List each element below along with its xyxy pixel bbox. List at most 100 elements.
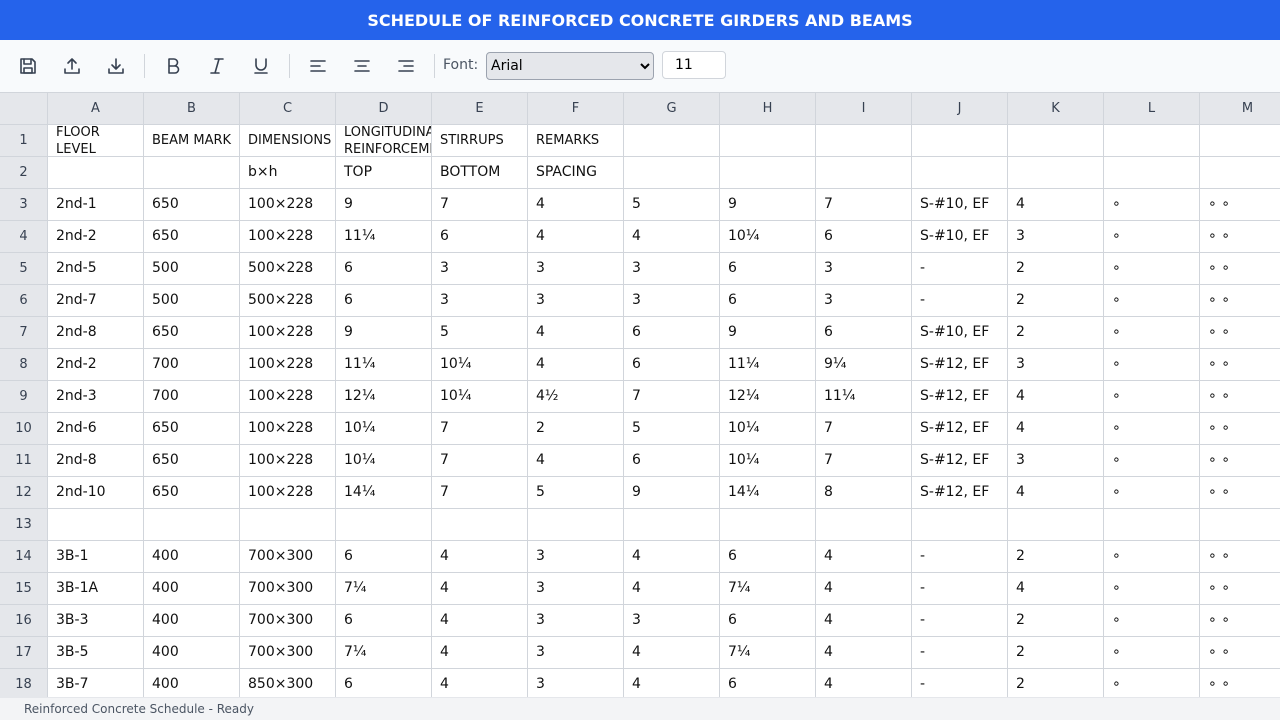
cell[interactable] [624, 157, 720, 189]
cell[interactable] [816, 509, 912, 541]
align-right-button[interactable] [394, 54, 418, 78]
cell[interactable]: 4 [1008, 573, 1104, 605]
cell[interactable]: ∘ ∘ [1200, 349, 1280, 381]
cell[interactable]: 5 [528, 477, 624, 509]
upload-button[interactable] [60, 54, 84, 78]
cell[interactable]: - [912, 637, 1008, 669]
cell[interactable]: 3 [528, 541, 624, 573]
cell[interactable]: 3 [1008, 445, 1104, 477]
cell[interactable]: 4 [528, 189, 624, 221]
cell[interactable]: 2nd-8 [48, 445, 144, 477]
cell[interactable]: 100×228 [240, 221, 336, 253]
cell[interactable]: 5 [624, 413, 720, 445]
cell[interactable]: ∘ ∘ [1200, 413, 1280, 445]
cell[interactable]: 6 [816, 317, 912, 349]
cell[interactable]: 650 [144, 221, 240, 253]
cell[interactable]: 11¼ [336, 221, 432, 253]
cell[interactable]: 3 [528, 285, 624, 317]
cell[interactable]: 2 [528, 413, 624, 445]
cell[interactable]: - [912, 605, 1008, 637]
cell[interactable]: 2nd-8 [48, 317, 144, 349]
cell[interactable]: 100×228 [240, 189, 336, 221]
cell[interactable]: 500×228 [240, 285, 336, 317]
cell[interactable]: 2nd-2 [48, 221, 144, 253]
cell[interactable]: ∘ ∘ [1200, 477, 1280, 509]
cell[interactable]: 2 [1008, 669, 1104, 697]
cell[interactable]: 9 [720, 317, 816, 349]
cell[interactable]: 6 [624, 349, 720, 381]
cell[interactable]: ∘ [1104, 541, 1200, 573]
cell[interactable]: 4 [624, 221, 720, 253]
cell[interactable]: 2 [1008, 317, 1104, 349]
cell[interactable]: 3 [624, 285, 720, 317]
cell[interactable]: STIRRUPS [432, 125, 528, 157]
cell[interactable] [912, 509, 1008, 541]
cell[interactable]: 700×300 [240, 637, 336, 669]
save-button[interactable] [16, 54, 40, 78]
cell[interactable]: 11¼ [720, 349, 816, 381]
cell[interactable]: 4 [528, 445, 624, 477]
cell[interactable]: - [912, 573, 1008, 605]
cell[interactable]: 400 [144, 573, 240, 605]
cell[interactable]: S-#10, EF [912, 221, 1008, 253]
cell[interactable]: 500 [144, 253, 240, 285]
cell[interactable] [816, 125, 912, 157]
cell[interactable]: 5 [624, 189, 720, 221]
cell[interactable]: 2nd-5 [48, 253, 144, 285]
cell[interactable]: 4 [624, 637, 720, 669]
cell[interactable]: 2 [1008, 605, 1104, 637]
cell[interactable] [1008, 509, 1104, 541]
cell[interactable]: 3 [816, 253, 912, 285]
cell[interactable] [912, 157, 1008, 189]
cell[interactable] [240, 509, 336, 541]
cell[interactable]: REMARKS [528, 125, 624, 157]
cell[interactable] [528, 509, 624, 541]
cell[interactable]: ∘ [1104, 445, 1200, 477]
cell[interactable]: 4 [432, 605, 528, 637]
cell[interactable]: 500 [144, 285, 240, 317]
cell[interactable]: BEAM MARK [144, 125, 240, 157]
cell[interactable]: 7¼ [720, 573, 816, 605]
cell[interactable] [1200, 509, 1280, 541]
cell[interactable]: 2nd-1 [48, 189, 144, 221]
cell[interactable]: ∘ ∘ [1200, 541, 1280, 573]
cell[interactable]: ∘ ∘ [1200, 381, 1280, 413]
cell[interactable]: S-#12, EF [912, 477, 1008, 509]
cell[interactable]: 6 [720, 253, 816, 285]
cell[interactable]: 400 [144, 637, 240, 669]
cell[interactable]: 3 [624, 253, 720, 285]
cell[interactable]: 700×300 [240, 573, 336, 605]
cell[interactable]: 700×300 [240, 541, 336, 573]
cell[interactable]: ∘ ∘ [1200, 669, 1280, 697]
cell[interactable]: 5 [432, 317, 528, 349]
cell[interactable]: 12¼ [720, 381, 816, 413]
align-left-button[interactable] [306, 54, 330, 78]
cell[interactable]: ∘ [1104, 317, 1200, 349]
cell[interactable]: ∘ [1104, 381, 1200, 413]
cell[interactable]: S-#10, EF [912, 189, 1008, 221]
cell[interactable] [1200, 157, 1280, 189]
font-size-input[interactable] [662, 51, 726, 79]
cell[interactable]: 100×228 [240, 381, 336, 413]
cell[interactable]: 500×228 [240, 253, 336, 285]
cell[interactable]: S-#12, EF [912, 381, 1008, 413]
cell[interactable]: 6 [624, 317, 720, 349]
cell[interactable]: 10¼ [336, 413, 432, 445]
cell[interactable]: 400 [144, 541, 240, 573]
cell[interactable]: 2 [1008, 541, 1104, 573]
cell[interactable]: 4 [432, 573, 528, 605]
cell[interactable]: 3 [528, 573, 624, 605]
cell[interactable]: 10¼ [720, 445, 816, 477]
bold-button[interactable] [161, 54, 185, 78]
cell[interactable]: 4 [624, 669, 720, 697]
cell[interactable] [816, 157, 912, 189]
cell[interactable]: 6 [720, 669, 816, 697]
cell[interactable]: 7 [432, 477, 528, 509]
cell[interactable]: ∘ [1104, 669, 1200, 697]
cell[interactable]: 100×228 [240, 317, 336, 349]
cell[interactable]: - [912, 669, 1008, 697]
cell[interactable]: 7 [624, 381, 720, 413]
cell[interactable]: 6 [336, 605, 432, 637]
cell[interactable]: ∘ [1104, 413, 1200, 445]
cell[interactable]: ∘ ∘ [1200, 189, 1280, 221]
